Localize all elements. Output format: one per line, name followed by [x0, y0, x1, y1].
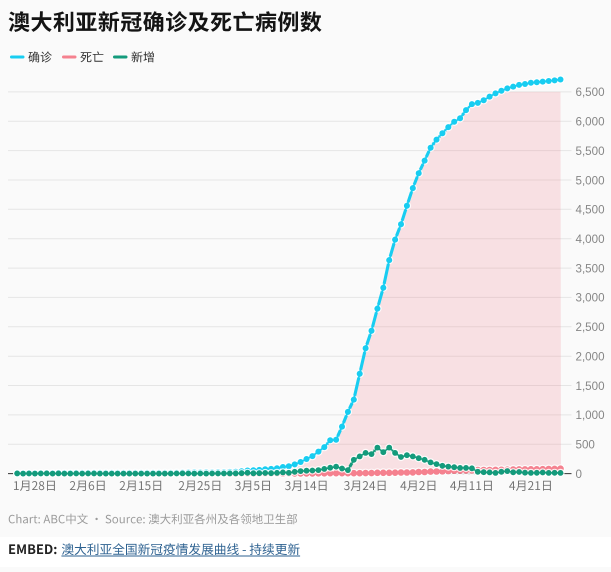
svg-text:2,000: 2,000: [576, 351, 605, 364]
svg-text:6,500: 6,500: [576, 86, 605, 99]
svg-text:6,000: 6,000: [576, 116, 605, 129]
svg-text:4,000: 4,000: [576, 233, 605, 246]
svg-text:1,000: 1,000: [576, 409, 605, 422]
svg-text:3,500: 3,500: [576, 262, 605, 275]
svg-text:5,000: 5,000: [576, 174, 605, 187]
svg-text:4,500: 4,500: [576, 204, 605, 217]
svg-text:1,500: 1,500: [576, 380, 605, 393]
svg-text:3,000: 3,000: [576, 292, 605, 305]
svg-text:500: 500: [576, 439, 595, 452]
svg-text:5,500: 5,500: [576, 145, 605, 158]
svg-text:0: 0: [576, 468, 582, 481]
svg-text:2,500: 2,500: [576, 321, 605, 334]
